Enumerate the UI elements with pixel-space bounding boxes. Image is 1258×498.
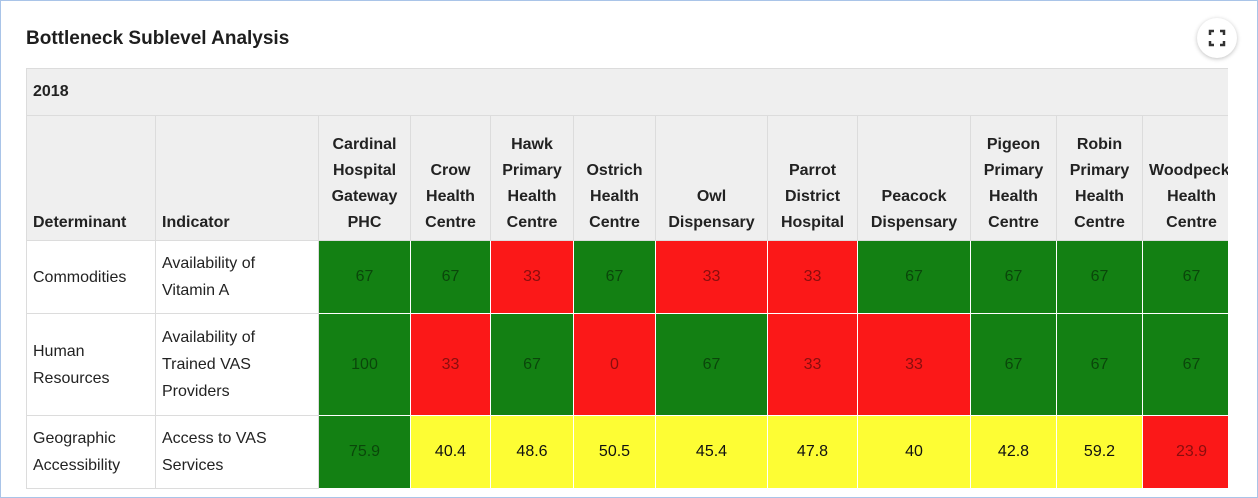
- score-cell: 50.5: [573, 415, 656, 489]
- score-cell: 33: [655, 240, 768, 314]
- score-cell: 47.8: [767, 415, 858, 489]
- table-container: 2018 Determinant Indicator Cardinal Hospita…: [26, 68, 1228, 498]
- score-cell: 67: [857, 240, 971, 314]
- score-cell: 67: [318, 240, 411, 314]
- facility-header: Robin Primary Health Centre: [1056, 115, 1143, 241]
- score-cell: 67: [655, 313, 768, 416]
- data-row: Commodities Availability of Vitamin A 67 67…: [26, 240, 1228, 314]
- column-header: Indicator: [155, 115, 319, 241]
- data-row: Geographic Accessibility Access to VAS Se…: [26, 415, 1228, 489]
- facility-header: Owl Dispensary: [655, 115, 768, 241]
- header-row: Determinant Indicator Cardinal Hospital Ga…: [26, 115, 1228, 241]
- score-cell: 23.9: [1141, 415, 1228, 489]
- score-cell: 33: [410, 313, 491, 416]
- score-cell: 67: [1056, 240, 1143, 314]
- facility-header: Woodpecker Health Centre: [1141, 115, 1228, 241]
- score-cell: 75.9: [318, 415, 411, 489]
- score-cell: 67: [410, 240, 491, 314]
- score-cell: 67: [1056, 313, 1143, 416]
- score-cell: 67: [970, 240, 1057, 314]
- score-cell: 0: [573, 313, 656, 416]
- widget-title: Bottleneck Sublevel Analysis: [26, 28, 290, 49]
- column-header: Determinant: [26, 115, 156, 241]
- score-cell: 100: [318, 313, 411, 416]
- indicator-cell: Availability of Vitamin A: [155, 240, 319, 314]
- facility-header: Hawk Primary Health Centre: [490, 115, 574, 241]
- score-cell: 67: [1141, 313, 1228, 416]
- score-cell: 33: [857, 313, 971, 416]
- score-cell: 33: [490, 240, 574, 314]
- score-cell: 42.8: [970, 415, 1057, 489]
- score-cell: 67: [490, 313, 574, 416]
- facility-header: Crow Health Centre: [410, 115, 491, 241]
- facility-header: Pigeon Primary Health Centre: [970, 115, 1057, 241]
- indicator-cell: Access to VAS Services: [155, 415, 319, 489]
- indicator-cell: Availability of Trained VAS Providers: [155, 313, 319, 416]
- analysis-table: 2018 Determinant Indicator Cardinal Hospita…: [26, 68, 1228, 489]
- fullscreen-button[interactable]: [1197, 18, 1237, 58]
- data-row: Human Resources Availability of Trained V…: [26, 313, 1228, 416]
- determinant-cell: Commodities: [26, 240, 156, 314]
- year-label: 2018: [26, 68, 1228, 116]
- determinant-cell: Human Resources: [26, 313, 156, 416]
- score-cell: 33: [767, 313, 858, 416]
- score-cell: 67: [573, 240, 656, 314]
- facility-header: Peacock Dispensary: [857, 115, 971, 241]
- score-cell: 40: [857, 415, 971, 489]
- score-cell: 67: [970, 313, 1057, 416]
- score-cell: 59.2: [1056, 415, 1143, 489]
- determinant-cell: Geographic Accessibility: [26, 415, 156, 489]
- score-cell: 40.4: [410, 415, 491, 489]
- score-cell: 33: [767, 240, 858, 314]
- facility-header: Cardinal Hospital Gateway PHC: [318, 115, 411, 241]
- score-cell: 45.4: [655, 415, 768, 489]
- year-row: 2018: [26, 68, 1228, 116]
- facility-header: Ostrich Health Centre: [573, 115, 656, 241]
- score-cell: 67: [1141, 240, 1228, 314]
- facility-header: Parrot District Hospital: [767, 115, 858, 241]
- score-cell: 48.6: [490, 415, 574, 489]
